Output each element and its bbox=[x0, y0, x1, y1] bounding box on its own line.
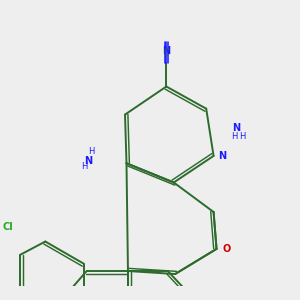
Text: H: H bbox=[81, 162, 88, 171]
Text: H: H bbox=[231, 132, 238, 141]
Text: N: N bbox=[232, 123, 240, 133]
Text: H: H bbox=[88, 147, 94, 156]
Text: N: N bbox=[84, 156, 92, 166]
Text: H: H bbox=[239, 132, 245, 141]
Text: N: N bbox=[218, 151, 227, 161]
Text: Cl: Cl bbox=[2, 222, 13, 232]
Text: N: N bbox=[162, 46, 170, 56]
Text: O: O bbox=[223, 244, 231, 254]
Text: C: C bbox=[164, 48, 169, 57]
